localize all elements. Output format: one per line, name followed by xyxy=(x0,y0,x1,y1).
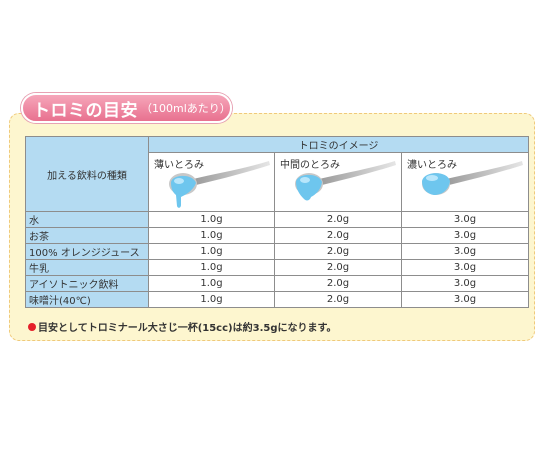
beverage-label: アイソトニック飲料 xyxy=(25,275,149,292)
column-label-thin: 薄いとろみ xyxy=(154,160,204,171)
column-label-medium: 中間のとろみ xyxy=(280,160,340,171)
spoon-thin-icon xyxy=(169,161,270,208)
amount-cell: 1.0g xyxy=(148,259,275,276)
amount-cell: 3.0g xyxy=(401,243,529,260)
column-header-thin: 薄いとろみ xyxy=(148,152,275,212)
table-row: アイソトニック飲料 1.0g 2.0g 3.0g xyxy=(25,275,529,292)
amount-cell: 3.0g xyxy=(401,275,529,292)
amount-cell: 2.0g xyxy=(274,211,402,228)
beverage-label: お茶 xyxy=(25,227,149,244)
amount-cell: 2.0g xyxy=(274,291,402,308)
thickness-image-header: トロミのイメージ xyxy=(148,136,529,153)
column-label-thick: 濃いとろみ xyxy=(407,160,457,171)
beverage-label: 味噌汁(40℃) xyxy=(25,291,149,308)
amount-cell: 1.0g xyxy=(148,211,275,228)
amount-cell: 3.0g xyxy=(401,227,529,244)
beverage-label: 牛乳 xyxy=(25,259,149,276)
amount-cell: 1.0g xyxy=(148,275,275,292)
amount-cell: 2.0g xyxy=(274,227,402,244)
amount-cell: 2.0g xyxy=(274,275,402,292)
amount-cell: 1.0g xyxy=(148,291,275,308)
amount-cell: 1.0g xyxy=(148,243,275,260)
amount-cell: 3.0g xyxy=(401,259,529,276)
table-row: お茶 1.0g 2.0g 3.0g xyxy=(25,227,529,244)
table-row: 水 1.0g 2.0g 3.0g xyxy=(25,211,529,228)
amount-cell: 2.0g xyxy=(274,243,402,260)
section-title: トロミの目安 xyxy=(33,100,138,121)
note-line: 目安としてトロミナール大さじ一杯(15cc)は約3.5gになります。 xyxy=(28,319,337,334)
thickness-table: 加える飲料の種類 トロミのイメージ 薄いとろみ 中間のとろみ xyxy=(25,136,529,308)
spoon-medium-icon xyxy=(295,161,396,201)
red-bullet-icon xyxy=(28,322,36,331)
amount-cell: 1.0g xyxy=(148,227,275,244)
beverage-label: 水 xyxy=(25,211,149,228)
section-title-badge: トロミの目安 （100mlあたり） xyxy=(21,93,232,123)
column-header-thick: 濃いとろみ xyxy=(401,152,529,212)
table-row: 牛乳 1.0g 2.0g 3.0g xyxy=(25,259,529,276)
column-header-medium: 中間のとろみ xyxy=(274,152,402,212)
beverage-type-header: 加える飲料の種類 xyxy=(25,136,149,212)
section-subtitle: （100mlあたり） xyxy=(141,102,231,115)
amount-cell: 2.0g xyxy=(274,259,402,276)
note-text: 目安としてトロミナール大さじ一杯(15cc)は約3.5gになります。 xyxy=(38,323,337,334)
table-row: 100% オレンジジュース 1.0g 2.0g 3.0g xyxy=(25,243,529,260)
amount-cell: 3.0g xyxy=(401,211,529,228)
amount-cell: 3.0g xyxy=(401,291,529,308)
spoon-thick-icon xyxy=(422,161,523,195)
table-row: 味噌汁(40℃) 1.0g 2.0g 3.0g xyxy=(25,291,529,308)
beverage-label: 100% オレンジジュース xyxy=(25,243,149,260)
